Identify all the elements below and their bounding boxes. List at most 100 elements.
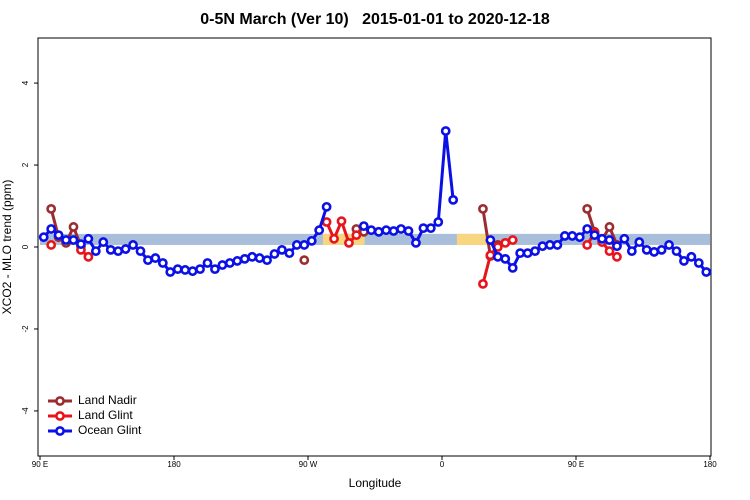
y-tick-label: 0 xyxy=(21,244,30,249)
point xyxy=(150,253,161,263)
point xyxy=(187,266,198,277)
chart-title: 0-5N March (Ver 10) 2015-01-01 to 2020-1… xyxy=(200,11,550,28)
point xyxy=(128,240,138,250)
point xyxy=(120,244,131,254)
point xyxy=(582,203,593,214)
point xyxy=(641,244,652,255)
point xyxy=(545,240,555,250)
point xyxy=(195,264,205,275)
x-tick-label: 180 xyxy=(703,460,717,469)
point xyxy=(478,278,488,289)
legend-marker xyxy=(55,426,65,436)
point xyxy=(284,248,295,259)
point xyxy=(649,247,660,257)
point xyxy=(425,223,436,234)
legend-marker xyxy=(55,396,65,406)
point xyxy=(46,240,57,250)
point xyxy=(306,235,317,246)
point xyxy=(262,255,272,266)
legend-label: Ocean Glint xyxy=(78,423,142,437)
point xyxy=(277,244,287,255)
point xyxy=(46,224,57,234)
point xyxy=(552,240,563,250)
point xyxy=(366,225,377,236)
legend-label: Land Glint xyxy=(78,408,133,422)
point xyxy=(597,233,607,244)
point xyxy=(440,126,451,136)
point xyxy=(76,239,86,250)
point xyxy=(336,216,347,227)
point xyxy=(507,262,518,273)
point xyxy=(329,233,339,244)
point xyxy=(485,235,496,245)
y-tick-label: -4 xyxy=(21,407,30,415)
point xyxy=(254,253,265,263)
point xyxy=(113,246,124,256)
reference-highlight xyxy=(456,233,490,245)
point xyxy=(321,201,332,212)
point xyxy=(61,235,71,245)
point xyxy=(105,244,116,255)
point xyxy=(90,246,101,256)
point xyxy=(299,240,310,250)
point xyxy=(143,255,153,266)
point xyxy=(492,251,503,262)
point xyxy=(567,231,578,241)
x-tick-label: 90 E xyxy=(568,460,584,469)
point xyxy=(500,253,511,264)
point xyxy=(224,258,235,268)
point xyxy=(299,255,310,266)
point xyxy=(388,226,399,236)
point xyxy=(604,222,615,232)
point xyxy=(98,237,109,247)
point xyxy=(217,260,228,270)
point xyxy=(232,256,243,266)
legend-marker xyxy=(55,411,65,421)
point xyxy=(157,258,168,268)
point xyxy=(559,231,570,241)
point xyxy=(172,264,183,275)
point xyxy=(433,217,444,227)
point xyxy=(478,203,488,214)
point xyxy=(135,246,146,256)
y-tick-label: 2 xyxy=(21,162,30,167)
point xyxy=(53,230,64,241)
point xyxy=(582,240,593,250)
point xyxy=(68,235,79,245)
point xyxy=(686,251,697,262)
point xyxy=(83,233,94,244)
point xyxy=(582,224,593,234)
point xyxy=(247,251,258,262)
point xyxy=(210,264,220,275)
point xyxy=(693,258,704,268)
y-axis-label: XCO2 - MLO trend (ppm) xyxy=(0,180,14,315)
point xyxy=(612,241,622,252)
point xyxy=(448,194,459,205)
point xyxy=(604,246,615,256)
x-axis-label: Longitude xyxy=(349,476,402,490)
x-tick-label: 90 E xyxy=(32,460,48,469)
point xyxy=(537,241,548,252)
point xyxy=(291,240,302,250)
point xyxy=(664,240,674,250)
x-tick-label: 90 W xyxy=(299,460,318,469)
point xyxy=(314,225,325,236)
point xyxy=(604,235,615,245)
point xyxy=(515,248,526,259)
point xyxy=(612,251,622,262)
point xyxy=(411,238,421,248)
point xyxy=(522,248,533,259)
point xyxy=(619,233,630,244)
point xyxy=(358,221,369,231)
legend-label: Land Nadir xyxy=(78,393,137,407)
point xyxy=(373,226,384,237)
x-tick-label: 180 xyxy=(167,460,181,469)
point xyxy=(46,203,57,214)
point xyxy=(589,230,600,241)
x-tick-label: 0 xyxy=(440,460,445,469)
point xyxy=(269,249,280,259)
point xyxy=(701,267,712,277)
point xyxy=(344,238,354,248)
point xyxy=(485,250,496,261)
